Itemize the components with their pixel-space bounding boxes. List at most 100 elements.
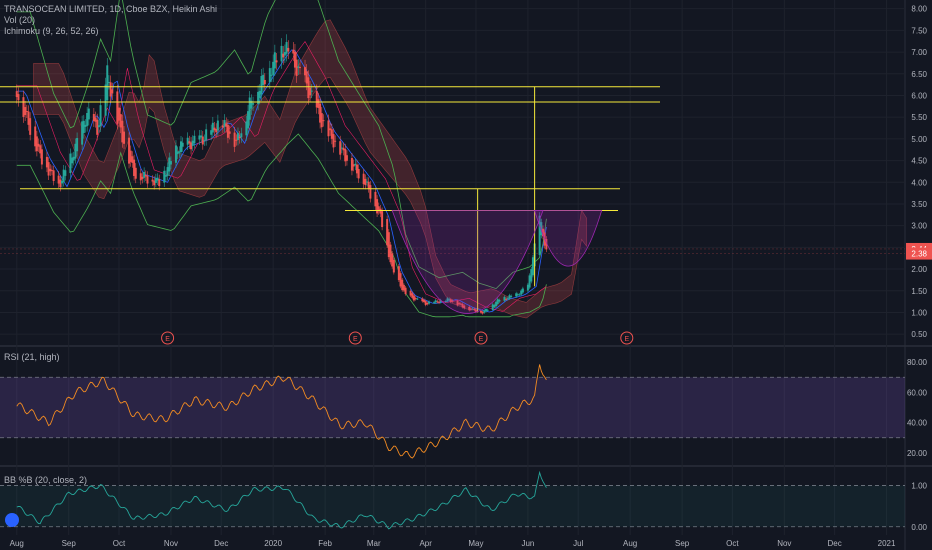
candle-body [329, 128, 332, 131]
candle-body [498, 300, 501, 302]
candle-body [474, 309, 477, 313]
legend-ichimoku[interactable]: Ichimoku (9, 26, 52, 26) [4, 26, 99, 36]
rsi-y-tick-label: 40.00 [907, 419, 928, 428]
candle-body [143, 172, 146, 178]
candle-body [52, 170, 55, 182]
candle-body [15, 91, 18, 98]
bb-y-tick-label: 0.00 [911, 523, 927, 532]
ichimoku-kumo [33, 19, 587, 319]
x-tick-label: Aug [623, 539, 637, 548]
cup-arc-shape [534, 210, 603, 267]
candle-body [61, 180, 64, 184]
earnings-marker-icon [161, 331, 175, 345]
candle-body [210, 130, 213, 135]
candle-body [35, 136, 38, 152]
candle-body [327, 120, 330, 137]
candle-body [257, 91, 260, 104]
candle-body [139, 173, 142, 181]
candle-body [409, 290, 412, 296]
rsi-band [0, 377, 905, 438]
candle-body [344, 149, 347, 162]
candles [15, 34, 548, 315]
candle-body [355, 164, 358, 174]
candle-body [315, 91, 318, 108]
earnings-marker-label: E [353, 336, 358, 343]
candle-body [169, 161, 172, 165]
candle-body [133, 159, 136, 176]
candle-body [268, 68, 271, 83]
candle-body [111, 89, 114, 94]
candle-body [71, 157, 74, 164]
candle-body [238, 136, 241, 139]
x-tick-label: Jul [573, 539, 583, 548]
candle-body [391, 253, 394, 267]
candle-body [282, 53, 285, 58]
candle-body [481, 311, 484, 314]
candle-body [96, 119, 99, 135]
candle-body [29, 118, 32, 135]
candle-body [47, 162, 50, 176]
bb-label[interactable]: BB %B (20, close, 2) [4, 475, 88, 485]
candle-body [188, 141, 191, 144]
candle-body [485, 308, 488, 312]
legend-symbol[interactable]: TRANSOCEAN LIMITED, 1D, Cboe BZX, Heikin… [4, 4, 218, 14]
rsi-pane [0, 364, 905, 459]
candle-body [339, 141, 342, 155]
candle-body [216, 120, 219, 131]
candle-body [59, 179, 62, 188]
x-tick-label: Feb [318, 539, 332, 548]
candle-body [293, 51, 296, 68]
candle-body [493, 304, 496, 308]
candle-body [86, 112, 89, 126]
candle-body [129, 150, 132, 162]
rsi-line [16, 364, 547, 459]
candle-body [508, 295, 511, 299]
candle-body [304, 67, 307, 76]
candle-body [153, 180, 156, 186]
candle-body [40, 149, 43, 165]
x-tick-label: Oct [113, 539, 126, 548]
candle-body [272, 61, 275, 75]
candle-body [205, 129, 208, 141]
rsi-label[interactable]: RSI (21, high) [4, 352, 60, 362]
candle-body [310, 90, 313, 92]
candle-body [233, 132, 236, 147]
candle-body [81, 121, 84, 145]
candle-body [369, 185, 372, 199]
candle-body [201, 136, 204, 145]
candle-body [163, 170, 166, 183]
candle-body [151, 179, 154, 182]
candle-body [94, 117, 97, 122]
candle-body [128, 137, 131, 164]
candle-body [469, 308, 472, 310]
candle-body [258, 90, 261, 98]
tradingview-logo-icon[interactable] [5, 513, 19, 527]
legend-vol[interactable]: Vol (20) [4, 15, 36, 25]
candle-body [468, 306, 471, 311]
bb-y-tick-label: 1.00 [911, 482, 927, 491]
candle-body [386, 219, 389, 246]
candle-body [273, 52, 276, 69]
candle-body [247, 111, 250, 129]
candle-body [107, 81, 110, 83]
candle-body [69, 153, 72, 174]
candle-body [521, 288, 524, 293]
candle-body [317, 99, 320, 109]
y-tick-label: 4.50 [911, 157, 927, 166]
candle-body [74, 143, 77, 159]
candle-body [49, 168, 52, 172]
candle-body [262, 74, 265, 86]
rsi-y-tick-label: 80.00 [907, 358, 928, 367]
candle-body [270, 74, 273, 76]
candle-body [412, 295, 415, 301]
candle-body [438, 301, 441, 303]
earnings-marker-label: E [479, 336, 484, 343]
earnings-marker-label: E [624, 336, 629, 343]
candle-body [426, 302, 429, 305]
candle-body [283, 52, 286, 56]
x-tick-label: 2021 [878, 539, 896, 548]
bb-band [0, 485, 905, 527]
x-tick-label: Sep [62, 539, 77, 548]
candle-body [223, 120, 226, 127]
